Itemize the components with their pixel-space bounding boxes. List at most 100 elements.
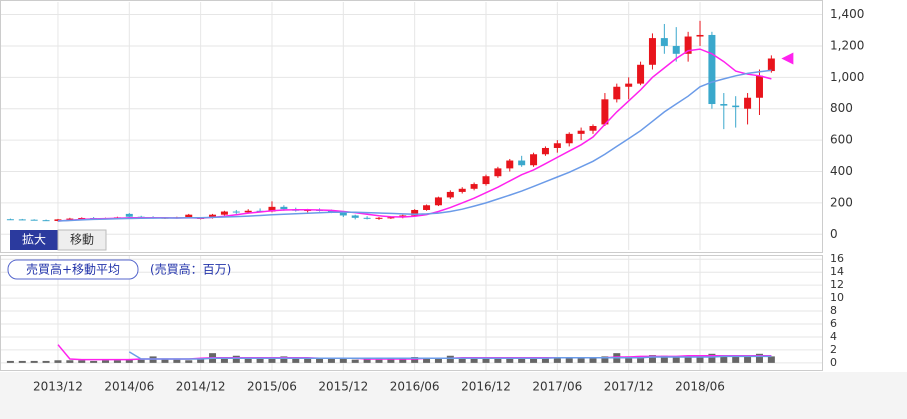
- x-tick-label: 2014/12: [176, 380, 226, 394]
- volume-bar: [42, 360, 50, 363]
- candle-body: [541, 147, 549, 155]
- candle-body: [565, 133, 573, 144]
- volume-panel: [0, 255, 823, 371]
- x-tick-label: 2017/06: [532, 380, 582, 394]
- candle-body: [280, 206, 288, 210]
- candle-body: [672, 45, 680, 54]
- candle-body: [625, 83, 633, 87]
- candle-body: [78, 217, 86, 219]
- volume-bar: [494, 357, 502, 363]
- candle-body: [209, 214, 217, 218]
- volume-bar: [684, 355, 692, 363]
- volume-bar: [672, 356, 680, 363]
- candle-body: [518, 160, 526, 166]
- volume-bar: [375, 359, 383, 363]
- volume-bar: [411, 357, 419, 363]
- volume-bar: [339, 358, 347, 363]
- volume-bar: [530, 357, 538, 363]
- candle-body: [268, 206, 276, 212]
- volume-bar: [220, 358, 228, 363]
- candle-body: [375, 217, 383, 219]
- candle-body: [423, 205, 431, 210]
- y-tick-label: 12: [830, 278, 844, 291]
- move-button[interactable]: [57, 229, 107, 251]
- volume-bar: [185, 360, 193, 363]
- volume-bar: [387, 358, 395, 363]
- zoom-button[interactable]: [10, 230, 58, 250]
- volume-bar: [244, 358, 252, 363]
- x-axis-strip: [0, 372, 907, 419]
- candle-body: [244, 210, 252, 213]
- x-tick-label: 2016/12: [461, 380, 511, 394]
- volume-bar: [506, 358, 514, 363]
- candle-body: [494, 168, 502, 177]
- zoom-label[interactable]: 拡大: [22, 233, 46, 247]
- candle-body: [684, 36, 692, 54]
- volume-bar: [446, 355, 454, 363]
- volume-bar: [161, 358, 169, 363]
- candle-body: [411, 209, 419, 216]
- candle-body: [732, 105, 740, 108]
- volume-bar: [125, 358, 133, 363]
- candle-body: [767, 58, 775, 72]
- candle-body: [30, 219, 38, 221]
- volume-bar: [197, 358, 205, 363]
- y-tick-label: 14: [830, 265, 844, 278]
- volume-bar: [363, 358, 371, 363]
- candle-body: [339, 212, 347, 216]
- x-tick-label: 2018/06: [675, 380, 725, 394]
- volume-bar: [316, 358, 324, 363]
- candle-body: [351, 215, 359, 218]
- y-tick-label: 200: [830, 195, 853, 209]
- candle-body: [220, 211, 228, 215]
- candle-body: [66, 218, 74, 220]
- candle-body: [648, 38, 656, 65]
- volume-bar: [470, 358, 478, 363]
- volume-bar: [660, 355, 668, 363]
- volume-bar: [78, 360, 86, 363]
- y-tick-label: 400: [830, 164, 853, 178]
- volume-bar: [625, 356, 633, 363]
- x-tick-label: 2015/06: [247, 380, 297, 394]
- candle-body: [660, 38, 668, 46]
- volume-bar: [767, 356, 775, 363]
- y-tick-label: 800: [830, 101, 853, 115]
- x-tick-label: 2014/06: [104, 380, 154, 394]
- move-label[interactable]: 移動: [70, 233, 94, 247]
- moving-average: [128, 351, 772, 360]
- volume-bar: [232, 355, 240, 363]
- volume-bar: [601, 356, 609, 363]
- volume-bar: [423, 358, 431, 363]
- x-tick-label: 2016/06: [390, 380, 440, 394]
- candle-body: [18, 219, 26, 221]
- x-tick-label: 2013/12: [33, 380, 83, 394]
- volume-bar: [173, 359, 181, 363]
- volume-bar: [482, 357, 490, 363]
- volume-bar: [565, 357, 573, 363]
- candle-body: [470, 184, 478, 189]
- candle-body: [720, 104, 728, 106]
- y-tick-label: 0: [830, 356, 837, 369]
- volume-bar: [637, 357, 645, 363]
- volume-bar: [553, 357, 561, 363]
- candle-body: [577, 130, 585, 134]
- y-tick-label: 2: [830, 343, 837, 356]
- candle-body: [553, 143, 561, 148]
- candle-body: [434, 197, 442, 206]
- y-tick-label: 1,400: [830, 7, 864, 21]
- candle-body: [185, 214, 193, 218]
- candle-body: [696, 34, 704, 37]
- candle-body: [363, 217, 371, 219]
- volume-bar: [589, 357, 597, 363]
- volume-bar: [113, 360, 121, 363]
- volume-bar: [720, 356, 728, 363]
- y-tick-label: 1,200: [830, 38, 864, 52]
- volume-bar: [518, 358, 526, 363]
- volume-bar: [541, 358, 549, 363]
- volume-bar: [327, 358, 335, 363]
- candle-body: [125, 213, 133, 217]
- candle-body: [708, 34, 716, 105]
- candle-body: [637, 64, 645, 84]
